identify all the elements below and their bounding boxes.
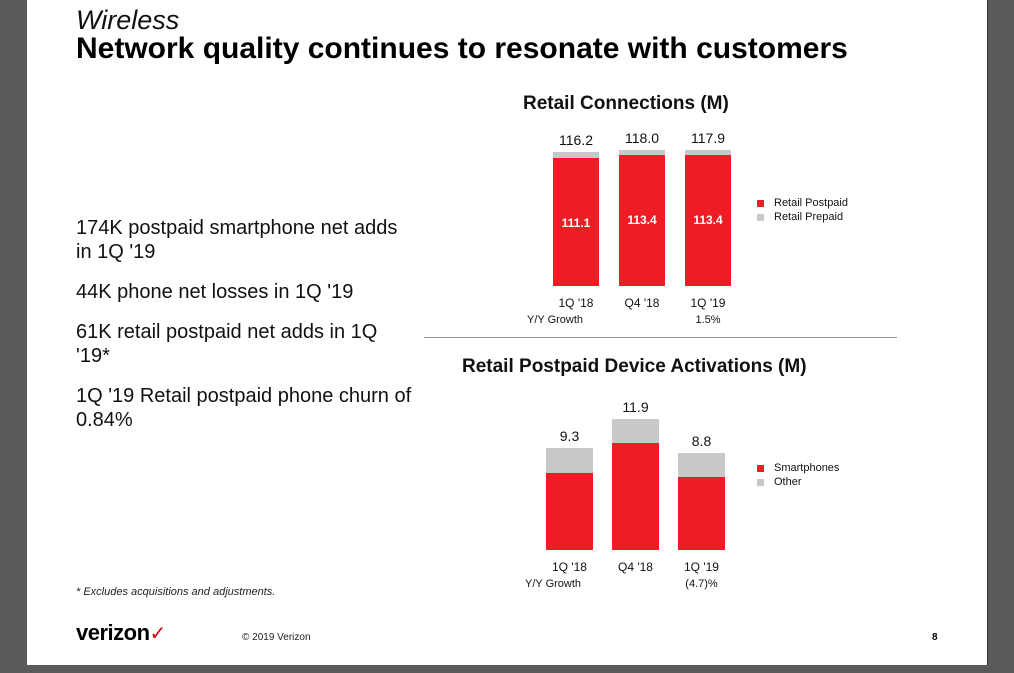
growth-label: Y/Y Growth — [527, 314, 584, 326]
chart-title: Retail Connections (M) — [523, 93, 729, 114]
growth-value: 1.5% — [695, 314, 721, 326]
x-tick-label: Q4 '18 — [624, 296, 660, 310]
legend-swatch — [757, 479, 764, 486]
x-tick-label: 1Q '19 — [690, 296, 726, 310]
legend-entry: Other — [774, 476, 802, 488]
total-label: 118.0 — [625, 130, 659, 146]
bullet-list: 174K postpaid smartphone net adds in 1Q … — [76, 216, 416, 448]
bullet-item: 61K retail postpaid net adds in 1Q '19* — [76, 321, 378, 367]
bar-other — [678, 453, 725, 478]
total-label: 9.3 — [559, 427, 580, 444]
bar-smartphones — [612, 443, 659, 550]
slide: Wireless Network quality continues to re… — [27, 0, 988, 665]
bar-retail-prepaid — [619, 150, 665, 156]
bar-retail-prepaid — [553, 152, 599, 158]
bar-other — [612, 419, 659, 444]
growth-label: Y/Y Growth — [525, 578, 582, 590]
total-label: 117.9 — [691, 130, 725, 147]
x-tick-label: 1Q '19 — [684, 560, 719, 574]
legend-swatch — [757, 465, 764, 472]
slide-title: Network quality continues to resonate wi… — [76, 32, 848, 65]
chart-title: Retail Postpaid Device Activations (M) — [462, 356, 807, 377]
bar-retail-prepaid — [685, 150, 731, 156]
bar-other — [546, 447, 593, 473]
bar-smartphones — [678, 477, 725, 550]
bullet-item: 1Q '19 Retail postpaid phone churn of 0.… — [76, 385, 412, 431]
legend-entry: Retail Prepaid — [774, 211, 844, 223]
page-number: 8 — [932, 632, 938, 643]
bar-retail-postpaid — [619, 155, 665, 286]
verizon-logo: verizon✓ — [76, 620, 166, 646]
legend-swatch — [757, 200, 764, 207]
section-kicker: Wireless — [76, 5, 180, 35]
legend-entry: Smartphones — [774, 462, 840, 474]
total-label: 116.2 — [559, 132, 593, 149]
bar-retail-postpaid — [553, 157, 599, 286]
checkmark-icon: ✓ — [149, 623, 167, 645]
legend-swatch — [757, 214, 764, 221]
legend-entry: Retail Postpaid — [774, 197, 848, 209]
inner-value-label: 113.4 — [627, 213, 657, 228]
chart-divider — [424, 337, 897, 338]
x-tick-label: 1Q '18 — [552, 560, 587, 574]
inner-value-label: 113.4 — [693, 213, 723, 228]
x-tick-label: 1Q '18 — [558, 296, 594, 310]
inner-value-label: 111.1 — [561, 215, 591, 230]
bullet-item: 174K postpaid smartphone net adds in 1Q … — [76, 217, 398, 263]
bar-retail-postpaid — [685, 155, 731, 286]
footnote: * Excludes acquisitions and adjustments. — [76, 586, 276, 598]
growth-value: (4.7)% — [685, 578, 718, 590]
copyright: © 2019 Verizon — [242, 632, 311, 643]
logo-text: verizon — [76, 620, 150, 645]
total-label: 8.8 — [691, 433, 712, 450]
x-tick-label: Q4 '18 — [618, 560, 653, 574]
bar-smartphones — [546, 472, 593, 550]
total-label: 11.9 — [622, 399, 649, 415]
bullet-item: 44K phone net losses in 1Q '19 — [76, 281, 354, 303]
